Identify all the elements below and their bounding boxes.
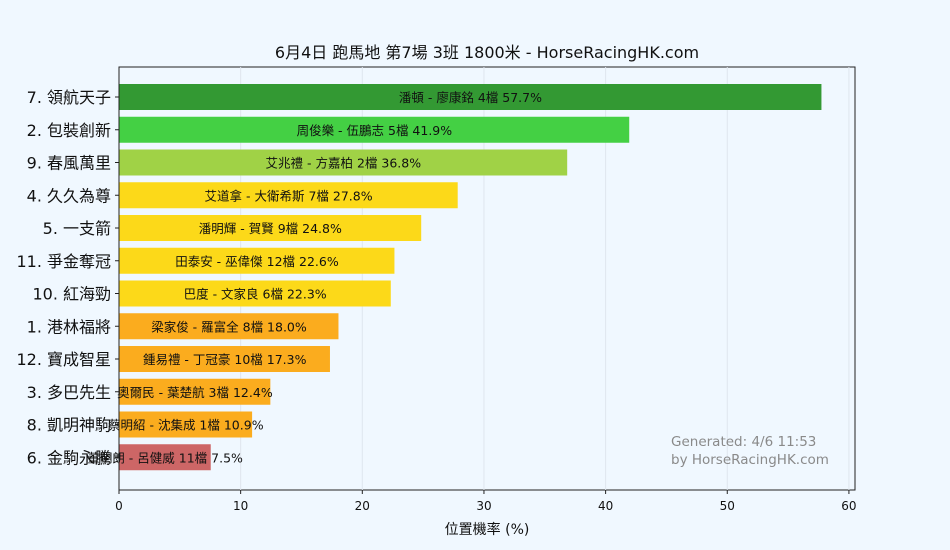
footer-generated: Generated: 4/6 11:53 [671,434,816,450]
bar-data-label: 周俊樂 - 伍鵬志 5檔 41.9% [297,123,453,138]
bar [119,182,458,209]
bar [119,215,422,241]
bar-data-label: 梁家俊 - 羅富全 8檔 18.0% [151,319,307,334]
y-tick-label: 7. 領航天子 [27,88,111,107]
y-tick-labels: 7. 領航天子 2. 包裝創新 9. 春風萬里 4. 久久為尊 5. 一支箭 11. 爭金… [16,88,119,467]
bar-data-label: 艾道拿 - 大衛希斯 7檔 27.8% [205,188,373,203]
x-tick-label: 50 [720,499,735,513]
x-tick-label: 20 [355,499,370,513]
x-tick-label: 60 [841,499,856,513]
y-tick-label: 5. 一支箭 [43,219,111,238]
y-tick-label: 9. 春風萬里 [27,154,111,173]
bar [119,247,395,274]
bar-data-label: 潘明輝 - 賀賢 9檔 24.8% [199,221,342,236]
bar-data-label: 田泰安 - 巫偉傑 12檔 22.6% [175,254,339,269]
x-tick-label: 40 [598,499,613,513]
y-tick-label: 10. 紅海勁 [32,285,111,304]
bar [119,313,339,340]
bar-data-label: 蔡明紹 - 沈集成 1檔 10.9% [108,418,264,433]
chart-title: 6月4日 跑馬地 第7場 3班 1800米 - HorseRacingHK.co… [275,43,699,62]
bar [119,346,330,372]
y-tick-label: 3. 多巴先生 [27,383,111,402]
bar [119,84,822,110]
bar [119,444,211,471]
bar [119,280,391,307]
bar-data-label: 奧爾民 - 葉楚航 3檔 12.4% [117,385,273,400]
bar-data-label: 董明朗 - 呂健威 11檔 7.5% [87,450,243,465]
footer-by: by HorseRacingHK.com [671,452,829,468]
x-tick-labels: 0 10 20 30 40 50 60 [115,490,857,513]
y-tick-label: 4. 久久為尊 [27,186,111,205]
y-tick-label: 11. 爭金奪冠 [16,252,111,271]
x-tick-label: 10 [233,499,248,513]
bar [119,411,253,438]
y-tick-label: 1. 港林福將 [27,317,111,336]
y-tick-label: 12. 寶成智星 [16,350,111,369]
x-tick-label: 0 [115,499,123,513]
bars: 潘頓 - 廖康銘 4檔 57.7% 周俊樂 - 伍鵬志 5檔 41.9% 艾兆禮 -… [87,84,822,471]
x-axis-label: 位置機率 (%) [445,521,530,538]
bar-data-label: 鍾易禮 - 丁冠豪 10檔 17.3% [143,352,307,367]
y-tick-label: 2. 包裝創新 [27,121,111,140]
x-tick-label: 30 [476,499,491,513]
bar-data-label: 巴度 - 文家良 6檔 22.3% [184,287,327,302]
bar [119,378,271,405]
bar [119,116,630,143]
bar-data-label: 艾兆禮 - 方嘉柏 2檔 36.8% [266,156,422,171]
y-tick-label: 6. 金駒永騰 [27,448,111,467]
bar [119,149,568,176]
bar-data-label: 潘頓 - 廖康銘 4檔 57.7% [399,90,542,105]
y-tick-label: 8. 凱明神駒 [27,416,111,435]
